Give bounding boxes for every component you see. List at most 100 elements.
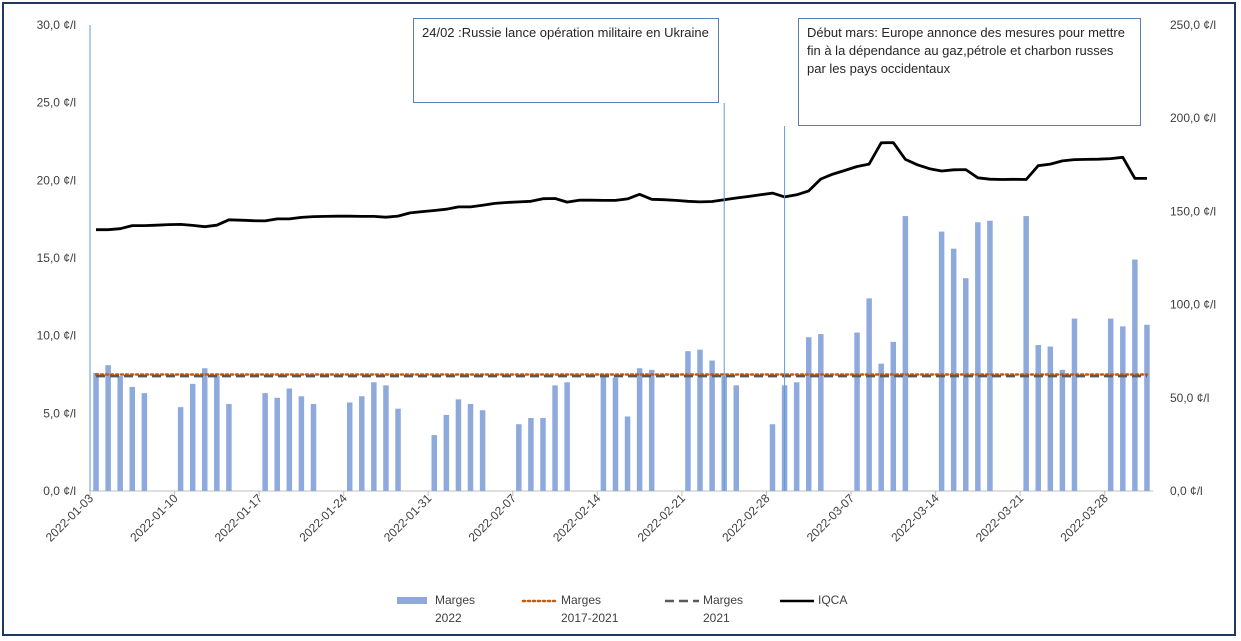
- x-tick-label: 2022-01-31: [381, 491, 435, 545]
- y-right-tick-label: 200,0 ¢/l: [1170, 111, 1216, 125]
- line-iqca: [96, 141, 1147, 232]
- bar-marges-2022: [938, 231, 945, 491]
- bar-marges-2022: [431, 435, 438, 491]
- y-left-tick-label: 10,0 ¢/l: [37, 329, 76, 343]
- x-tick-label: 2022-03-21: [973, 491, 1027, 545]
- bar-marges-2022: [383, 385, 389, 491]
- x-tick-label: 2022-01-17: [212, 491, 266, 545]
- bar-marges-2022: [805, 337, 812, 491]
- bar-marges-2022: [443, 414, 450, 491]
- bar-marges-2022: [346, 402, 353, 491]
- bar-marges-2022: [963, 278, 969, 491]
- bar-marges-2022: [564, 382, 570, 491]
- bar-marges-2022: [129, 386, 136, 491]
- x-tick-label: 2022-02-14: [550, 491, 604, 545]
- bar-marges-2022: [612, 377, 619, 491]
- bar-marges-2022: [1059, 369, 1066, 491]
- bar-marges-2022: [1120, 326, 1126, 491]
- bar-marges-2022: [117, 376, 123, 491]
- annotation-europe-measures: Début mars: Europe annonce des mesures p…: [798, 18, 1141, 126]
- x-tick-label: 2022-03-14: [888, 491, 942, 545]
- bar-marges-2022: [697, 349, 703, 491]
- bar-marges-2022: [141, 393, 148, 491]
- bar-marges-2022: [733, 385, 740, 491]
- bar-marges-2022: [1047, 346, 1054, 491]
- bar-marges-2022: [902, 216, 909, 491]
- legend-label-iqca: IQCA: [818, 593, 848, 607]
- bar-marges-2022: [455, 399, 462, 491]
- bar-marges-2022: [177, 407, 184, 491]
- y-right-tick-label: 250,0 ¢/l: [1170, 18, 1216, 32]
- x-tick-label: 2022-02-28: [719, 491, 773, 545]
- bar-marges-2022: [709, 360, 715, 491]
- bar-marges-2022: [1023, 216, 1029, 491]
- bar-marges-2022: [516, 424, 522, 491]
- bar-marges-2022: [987, 220, 993, 491]
- x-tick-label: 2022-02-21: [635, 491, 689, 545]
- bar-marges-2022: [93, 372, 99, 491]
- x-tick-label: 2022-03-07: [804, 491, 858, 545]
- bar-marges-2022: [274, 397, 280, 491]
- y-left-tick-label: 15,0 ¢/l: [37, 251, 76, 265]
- bar-marges-2022: [1144, 324, 1150, 491]
- bar-marges-2022: [866, 298, 872, 491]
- bar-marges-2022: [298, 396, 305, 491]
- y-left-tick-label: 20,0 ¢/l: [37, 173, 76, 187]
- y-left-tick-label: 30,0 ¢/l: [37, 18, 76, 32]
- legend-swatch-dashed: [665, 599, 699, 603]
- bar-marges-2022: [528, 417, 534, 491]
- bar-marges-2022: [793, 382, 800, 491]
- legend-label-marges-2021: Marges 2021: [703, 593, 744, 625]
- annotation-europe-measures-text: Début mars: Europe annonce des mesures p…: [807, 25, 1125, 76]
- legend-label-marges-2022: Marges 2022: [435, 593, 476, 625]
- bar-marges-2022: [202, 368, 208, 491]
- bar-marges-2022: [890, 341, 897, 491]
- bar-marges-2022: [226, 404, 232, 491]
- y-right-tick-label: 150,0 ¢/l: [1170, 204, 1216, 218]
- bar-marges-2022: [105, 365, 111, 491]
- legend-swatch-solid: [780, 599, 814, 603]
- bar-marges-2022: [1035, 344, 1041, 491]
- legend-label-marges-2017-2021: Marges 2017-2021: [561, 593, 619, 625]
- bar-marges-2022: [600, 374, 607, 491]
- legend-swatch-dotted: [521, 599, 559, 603]
- y-right-tick-label: 50,0 ¢/l: [1170, 391, 1209, 405]
- x-tick-label: 2022-02-07: [466, 491, 520, 545]
- y-left-tick-label: 0,0 ¢/l: [43, 484, 76, 498]
- y-left-tick-label: 25,0 ¢/l: [37, 96, 76, 110]
- bar-marges-2022: [636, 368, 643, 491]
- annotation-invasion: 24/02 :Russie lance opération militaire …: [413, 18, 719, 103]
- bar-marges-2022: [1071, 318, 1078, 491]
- bar-marges-2022: [467, 404, 474, 491]
- bar-marges-2022: [189, 383, 196, 491]
- bar-marges-2022: [685, 351, 691, 491]
- bar-marges-2022: [395, 408, 401, 491]
- x-tick-label: 2022-01-10: [127, 491, 181, 545]
- bar-marges-2022: [818, 334, 824, 491]
- bar-marges-2022: [540, 417, 546, 491]
- bar-marges-2022: [371, 382, 377, 491]
- bar-marges-2022: [769, 424, 776, 491]
- legend-swatch-bar: [397, 597, 427, 604]
- x-tick-label: 2022-03-28: [1058, 491, 1112, 545]
- bar-marges-2022: [854, 332, 860, 491]
- bar-marges-2022: [262, 393, 268, 491]
- bar-marges-2022: [359, 396, 365, 491]
- bar-marges-2022: [975, 222, 981, 491]
- y-right-tick-label: 0,0 ¢/l: [1170, 484, 1203, 498]
- bar-marges-2022: [950, 248, 957, 491]
- bar-marges-2022: [1107, 318, 1114, 491]
- bar-marges-2022: [310, 404, 317, 491]
- bar-marges-2022: [479, 410, 486, 491]
- annotation-invasion-text: 24/02 :Russie lance opération militaire …: [422, 25, 709, 40]
- x-tick-label: 2022-01-24: [297, 491, 351, 545]
- bar-marges-2022: [286, 388, 293, 491]
- bar-marges-2022: [624, 416, 631, 491]
- x-tick-label: 2022-01-03: [43, 491, 97, 545]
- bar-marges-2022: [878, 363, 884, 491]
- y-left-tick-label: 5,0 ¢/l: [43, 406, 76, 420]
- bar-marges-2022: [214, 376, 220, 491]
- bar-marges-2022: [552, 385, 558, 491]
- y-right-tick-label: 100,0 ¢/l: [1170, 298, 1216, 312]
